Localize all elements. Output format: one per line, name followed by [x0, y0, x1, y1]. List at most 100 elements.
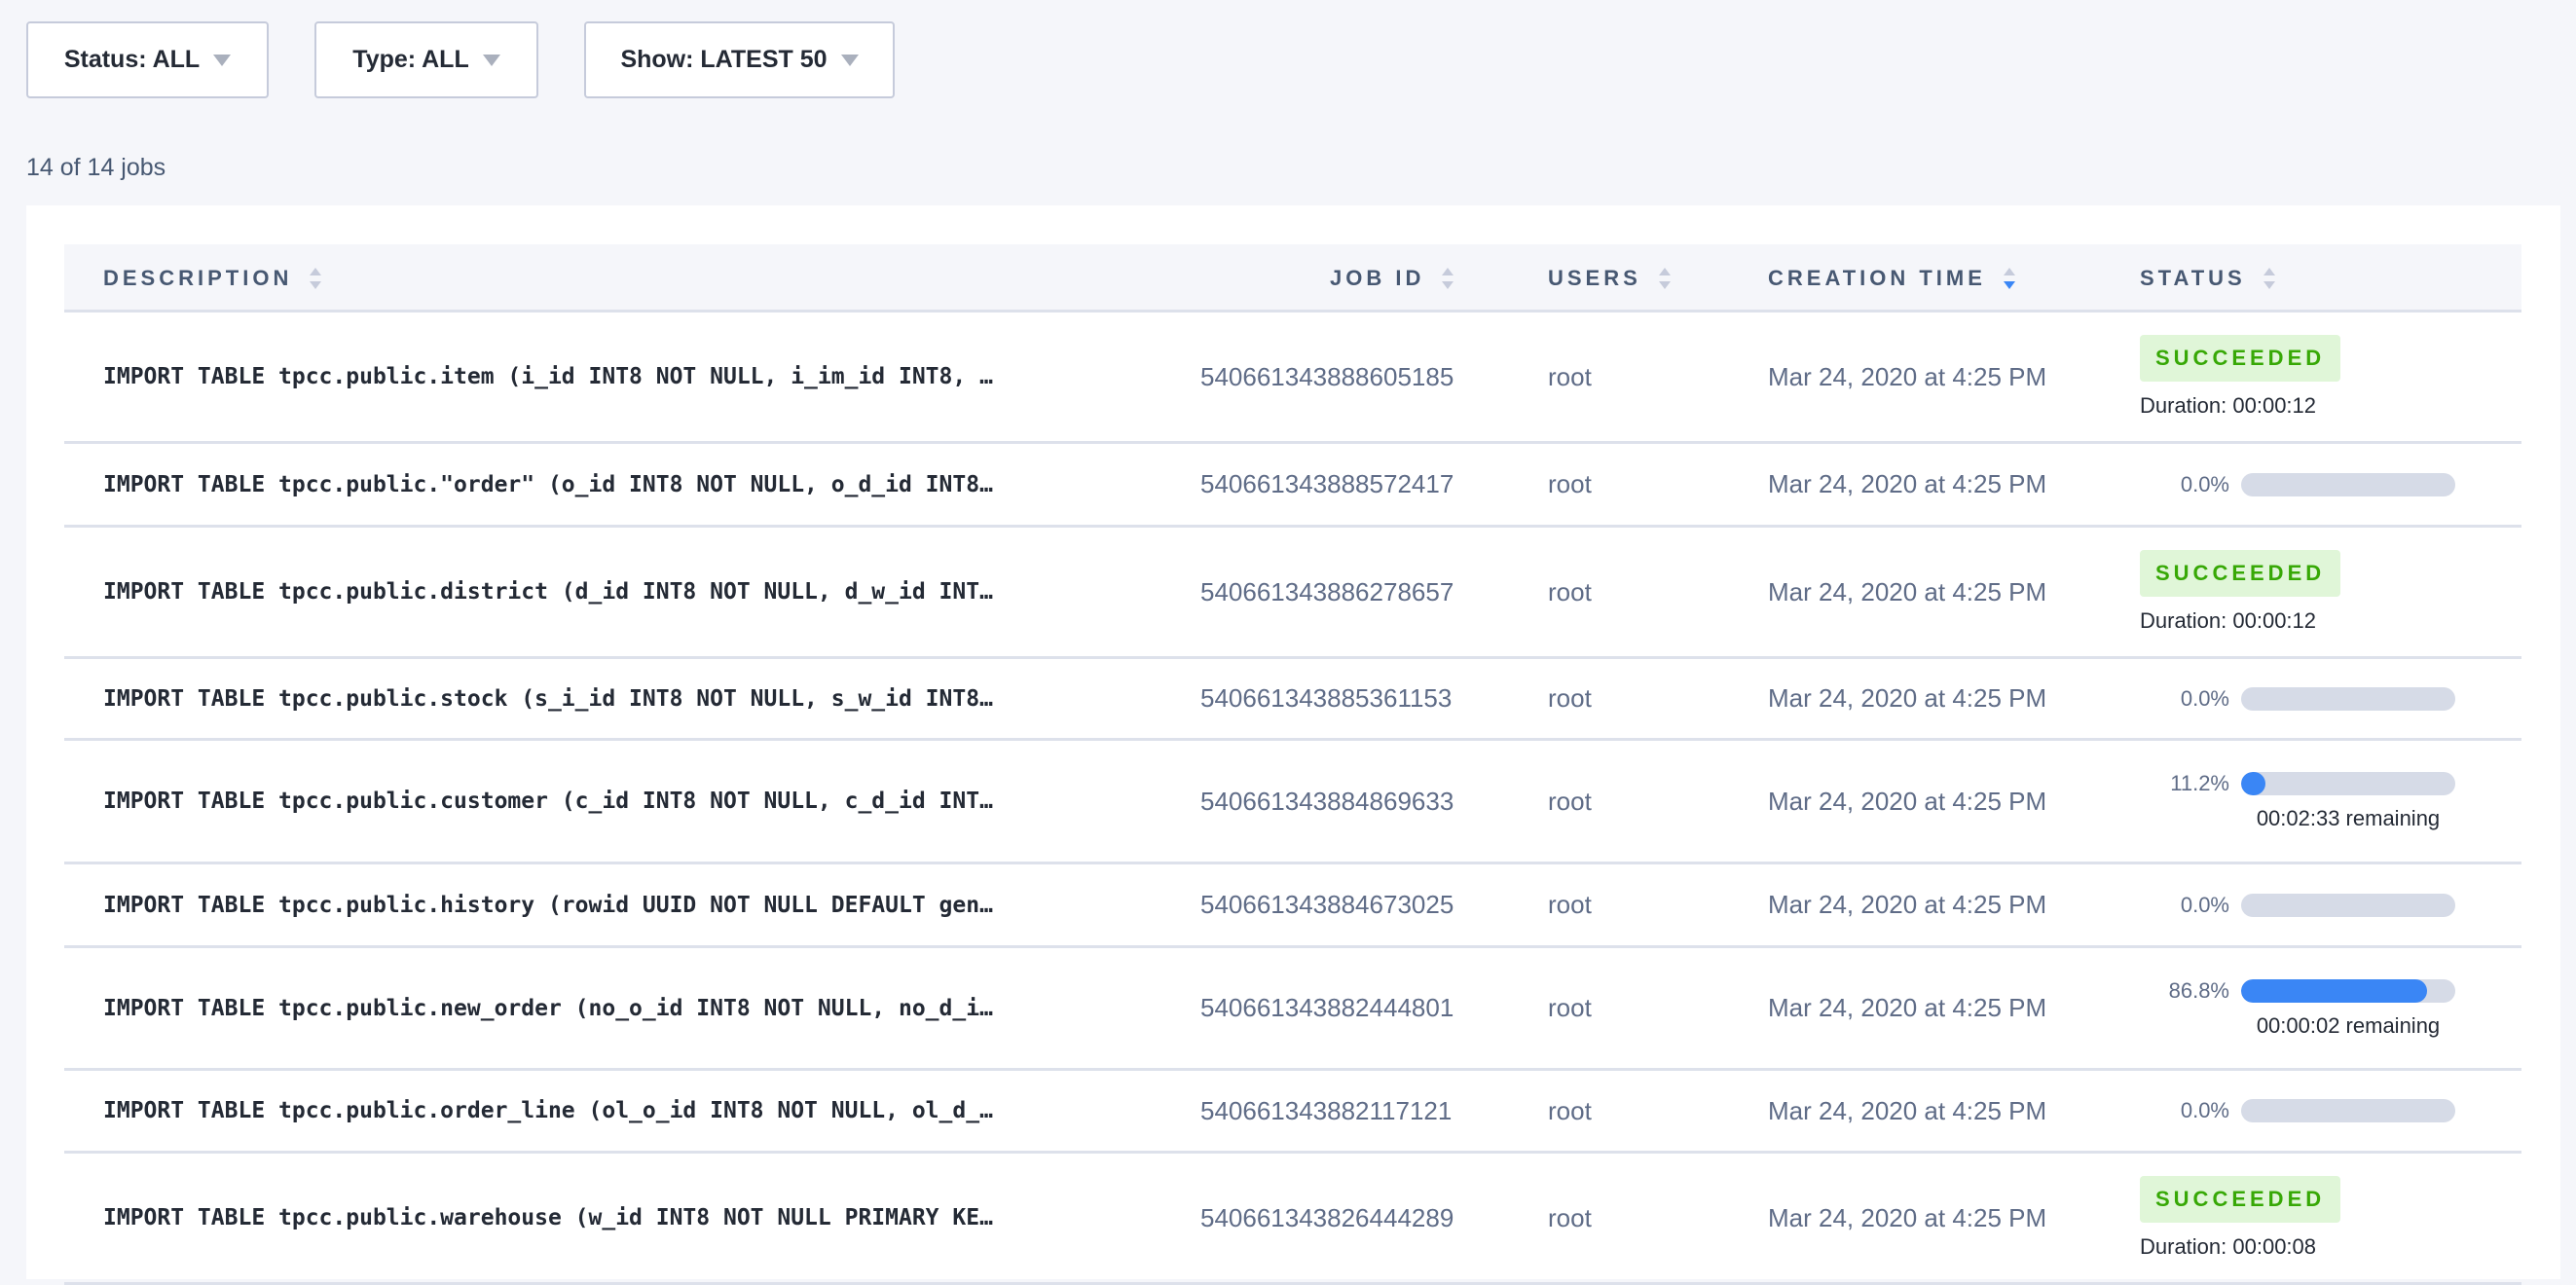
sort-icon	[1442, 268, 1454, 289]
job-status: 11.2% 00:02:33 remaining	[2140, 741, 2510, 862]
job-id: 540661343826444289	[1200, 1202, 1454, 1232]
table-body: IMPORT TABLE tpcc.public.item (i_id INT8…	[64, 312, 2521, 1285]
progress-percent: 0.0%	[2180, 1098, 2229, 1122]
job-description[interactable]: IMPORT TABLE tpcc.public.district (d_id …	[103, 579, 993, 605]
job-id: 540661343885361153	[1200, 683, 1453, 713]
job-description[interactable]: IMPORT TABLE tpcc.public.stock (s_i_id I…	[103, 685, 993, 712]
job-status: SUCCEEDED Duration: 00:00:08	[2140, 1154, 2510, 1282]
column-header-label: DESCRIPTION	[103, 266, 293, 290]
job-status: 86.8% 00:00:02 remaining	[2140, 948, 2510, 1068]
table-row[interactable]: IMPORT TABLE tpcc.public.customer (c_id …	[64, 741, 2521, 864]
column-header-users[interactable]: USERS	[1548, 244, 1671, 312]
table-row[interactable]: IMPORT TABLE tpcc.public.warehouse (w_id…	[64, 1154, 2521, 1285]
job-id: 540661343888572417	[1200, 469, 1454, 498]
progress-bar-fill	[2241, 978, 2427, 1003]
job-user: root	[1548, 890, 1592, 919]
job-status: SUCCEEDED Duration: 00:00:12	[2140, 312, 2510, 441]
caret-down-icon	[482, 54, 500, 66]
job-id: 540661343882444801	[1200, 993, 1454, 1022]
table-row[interactable]: IMPORT TABLE tpcc.public.new_order (no_o…	[64, 948, 2521, 1071]
caret-down-icon	[840, 54, 859, 66]
job-description[interactable]: IMPORT TABLE tpcc.public.new_order (no_o…	[103, 995, 993, 1021]
table-row[interactable]: IMPORT TABLE tpcc.public.stock (s_i_id I…	[64, 659, 2521, 741]
job-id: 540661343884869633	[1200, 786, 1454, 816]
table-header: DESCRIPTION JOB ID USERS CREATION TIME S…	[64, 244, 2521, 312]
table-row[interactable]: IMPORT TABLE tpcc.public.order_line (ol_…	[64, 1071, 2521, 1154]
progress: 0.0%	[2140, 1098, 2510, 1123]
column-header-description[interactable]: DESCRIPTION	[103, 244, 322, 312]
job-id: 540661343888605185	[1200, 361, 1454, 391]
duration: Duration: 00:00:12	[2140, 608, 2317, 633]
job-status: 0.0%	[2140, 864, 2510, 945]
job-description[interactable]: IMPORT TABLE tpcc.public.warehouse (w_id…	[103, 1205, 993, 1230]
job-status: 0.0%	[2140, 444, 2510, 525]
job-description[interactable]: IMPORT TABLE tpcc.public.item (i_id INT8…	[103, 364, 993, 389]
job-description[interactable]: IMPORT TABLE tpcc.public.history (rowid …	[103, 892, 993, 918]
progress-percent: 0.0%	[2180, 892, 2229, 917]
progress-percent: 11.2%	[2170, 771, 2229, 795]
progress-bar	[2241, 893, 2455, 917]
type-filter-dropdown[interactable]: Type: ALL	[314, 21, 538, 98]
table-row[interactable]: IMPORT TABLE tpcc.public.history (rowid …	[64, 864, 2521, 948]
progress: 0.0%	[2140, 686, 2510, 712]
progress-bar	[2241, 1099, 2455, 1122]
table-row[interactable]: IMPORT TABLE tpcc.public."order" (o_id I…	[64, 444, 2521, 528]
progress-bar	[2241, 472, 2455, 496]
progress-percent: 0.0%	[2180, 685, 2229, 711]
column-header-label: STATUS	[2140, 266, 2246, 290]
jobs-table-card: DESCRIPTION JOB ID USERS CREATION TIME S…	[26, 205, 2560, 1285]
column-header-creation-time[interactable]: CREATION TIME	[1768, 244, 2015, 312]
table-row[interactable]: IMPORT TABLE tpcc.public.district (d_id …	[64, 528, 2521, 659]
creation-time: Mar 24, 2020 at 4:25 PM	[1768, 683, 2047, 713]
type-filter-label: Type: ALL	[352, 46, 469, 73]
caret-down-icon	[213, 54, 232, 66]
column-header-label: JOB ID	[1330, 266, 1425, 290]
sort-desc-active-icon	[2003, 268, 2015, 289]
creation-time: Mar 24, 2020 at 4:25 PM	[1768, 1095, 2047, 1125]
table-row[interactable]: IMPORT TABLE tpcc.public.item (i_id INT8…	[64, 312, 2521, 444]
progress: 86.8%	[2140, 978, 2510, 1004]
time-remaining: 00:00:02 remaining	[2256, 1012, 2441, 1038]
sort-icon	[2263, 268, 2275, 289]
sort-icon	[310, 268, 322, 289]
job-user: root	[1548, 993, 1592, 1022]
creation-time: Mar 24, 2020 at 4:25 PM	[1768, 361, 2047, 391]
job-user: root	[1548, 361, 1592, 391]
column-header-label: USERS	[1548, 266, 1641, 290]
progress-percent: 86.8%	[2168, 977, 2229, 1003]
status-filter-dropdown[interactable]: Status: ALL	[26, 21, 269, 98]
progress: 11.2%	[2140, 771, 2510, 796]
status-badge: SUCCEEDED	[2140, 335, 2341, 382]
creation-time: Mar 24, 2020 at 4:25 PM	[1768, 576, 2047, 606]
job-description[interactable]: IMPORT TABLE tpcc.public."order" (o_id I…	[103, 471, 993, 497]
job-user: root	[1548, 1202, 1592, 1232]
creation-time: Mar 24, 2020 at 4:25 PM	[1768, 890, 2047, 919]
progress-bar	[2241, 772, 2455, 795]
progress: 0.0%	[2140, 893, 2510, 918]
column-header-status[interactable]: STATUS	[2140, 244, 2275, 312]
job-description[interactable]: IMPORT TABLE tpcc.public.customer (c_id …	[103, 789, 993, 814]
show-filter-dropdown[interactable]: Show: LATEST 50	[584, 21, 895, 98]
progress-percent: 0.0%	[2180, 471, 2229, 496]
column-header-job-id[interactable]: JOB ID	[1330, 244, 1454, 312]
show-filter-label: Show: LATEST 50	[620, 46, 828, 73]
job-status: SUCCEEDED Duration: 00:00:12	[2140, 528, 2510, 656]
column-header-label: CREATION TIME	[1768, 266, 1986, 290]
duration: Duration: 00:00:08	[2140, 1234, 2317, 1259]
status-badge: SUCCEEDED	[2140, 1176, 2341, 1223]
progress-bar	[2241, 978, 2455, 1003]
jobs-table: DESCRIPTION JOB ID USERS CREATION TIME S…	[64, 244, 2521, 1285]
status-badge: SUCCEEDED	[2140, 550, 2341, 597]
progress-bar-fill	[2241, 772, 2265, 795]
job-description[interactable]: IMPORT TABLE tpcc.public.order_line (ol_…	[103, 1098, 993, 1123]
creation-time: Mar 24, 2020 at 4:25 PM	[1768, 1202, 2047, 1232]
creation-time: Mar 24, 2020 at 4:25 PM	[1768, 469, 2047, 498]
status-filter-label: Status: ALL	[63, 46, 201, 73]
job-status: 0.0%	[2140, 659, 2510, 738]
creation-time: Mar 24, 2020 at 4:25 PM	[1768, 786, 2047, 816]
job-user: root	[1548, 683, 1592, 713]
job-id: 540661343886278657	[1200, 576, 1454, 606]
creation-time: Mar 24, 2020 at 4:25 PM	[1768, 993, 2047, 1022]
sort-icon	[1658, 268, 1671, 289]
job-user: root	[1548, 469, 1592, 498]
